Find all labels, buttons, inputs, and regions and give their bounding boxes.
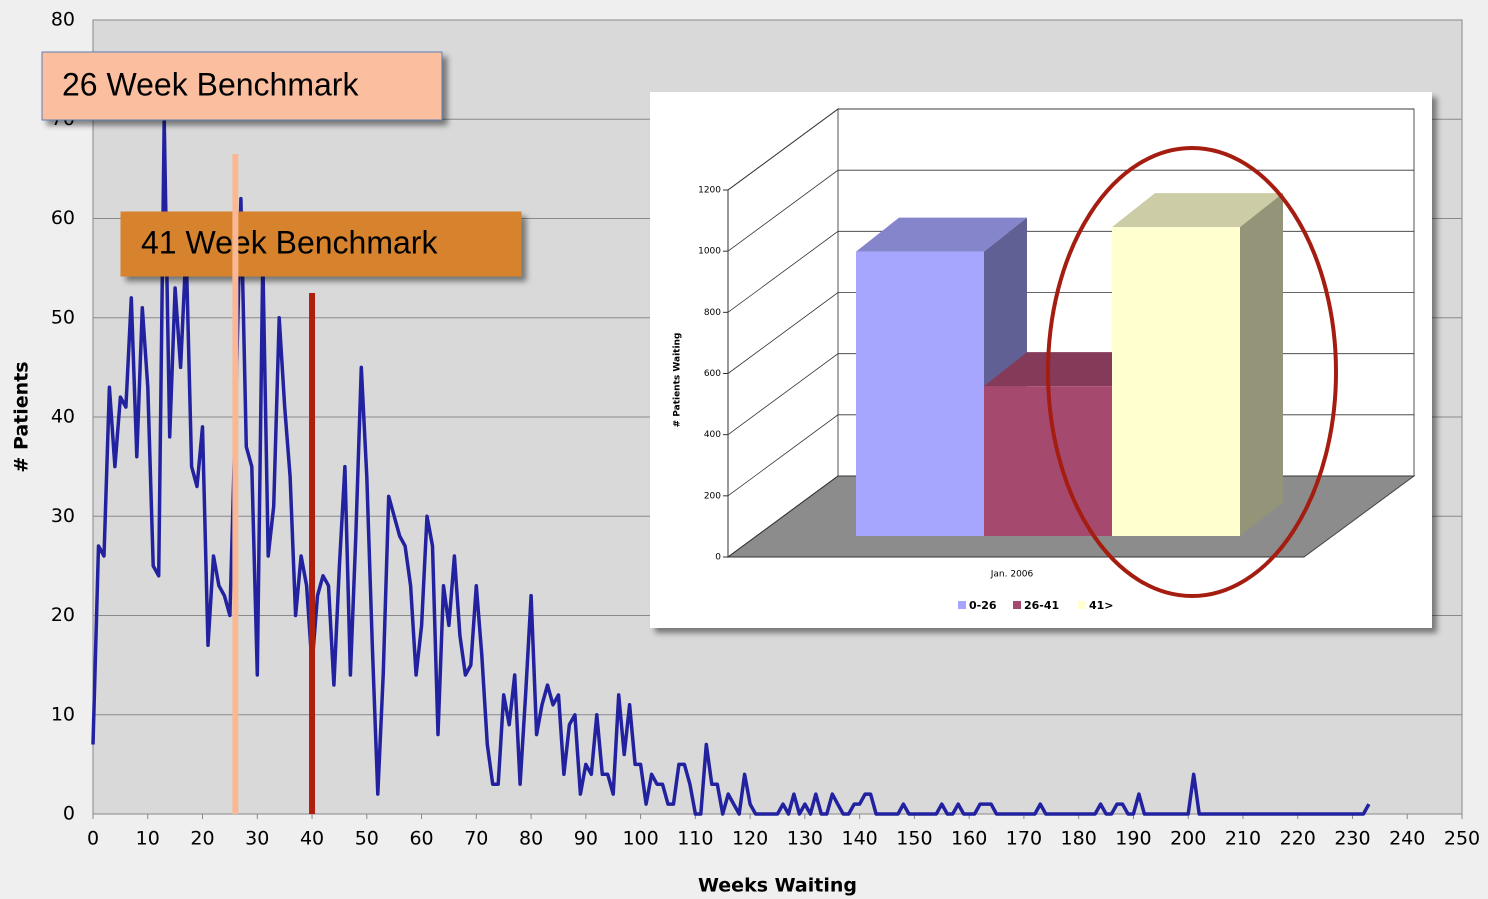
y-tick-label: 1200 <box>698 186 721 196</box>
x-tick-label: 140 <box>842 828 878 850</box>
x-tick-label: 190 <box>1115 828 1151 850</box>
y-tick-label: 800 <box>704 308 721 318</box>
x-tick-label: 230 <box>1334 828 1370 850</box>
x-axis-label: Weeks Waiting <box>698 875 857 897</box>
x-tick-label: 120 <box>732 828 768 850</box>
x-tick-label: 130 <box>787 828 823 850</box>
x-tick-label: Jan. 2006 <box>990 570 1034 580</box>
x-tick-label: 210 <box>1225 828 1261 850</box>
x-tick-label: 20 <box>190 828 214 850</box>
x-tick-label: 40 <box>300 828 324 850</box>
y-tick-label: 40 <box>51 406 75 428</box>
annotation-label: 26 Week Benchmark <box>62 66 359 102</box>
y-tick-label: 30 <box>51 505 75 527</box>
y-tick-label: 200 <box>704 491 721 501</box>
grid-line <box>727 108 1414 191</box>
y-tick-label: 10 <box>51 703 75 725</box>
legend-swatch <box>1078 601 1086 609</box>
annotation-box <box>120 211 522 277</box>
legend-label: 41> <box>1089 599 1114 612</box>
y-axis-label: # Patients Waiting <box>673 333 683 428</box>
y-tick-label: 0 <box>63 803 75 825</box>
x-tick-label: 60 <box>409 828 433 850</box>
legend-swatch <box>958 601 966 609</box>
highlight-ellipse <box>1046 146 1338 598</box>
x-tick-label: 220 <box>1280 828 1316 850</box>
grid-line <box>727 169 1414 252</box>
x-tick-label: 150 <box>896 828 932 850</box>
x-tick-label: 240 <box>1389 828 1425 850</box>
annotation-label: 41 Week Benchmark <box>141 224 438 260</box>
x-tick-label: 70 <box>464 828 488 850</box>
x-tick-label: 0 <box>87 828 99 850</box>
y-tick-label: 20 <box>51 604 75 626</box>
x-tick-label: 170 <box>1006 828 1042 850</box>
y-axis-label: # Patients <box>11 361 33 472</box>
bar <box>856 251 984 536</box>
y-tick-label: 600 <box>704 369 721 379</box>
x-tick-label: 90 <box>574 828 598 850</box>
x-tick-label: 100 <box>622 828 658 850</box>
x-tick-label: 10 <box>136 828 160 850</box>
y-tick-label: 80 <box>51 9 75 31</box>
x-tick-label: 180 <box>1061 828 1097 850</box>
y-tick-label: 1000 <box>698 247 721 257</box>
x-tick-label: 200 <box>1170 828 1206 850</box>
bar-side <box>1240 193 1283 536</box>
x-tick-label: 80 <box>519 828 543 850</box>
annotation-box <box>41 51 443 121</box>
x-tick-label: 160 <box>951 828 987 850</box>
x-tick-label: 30 <box>245 828 269 850</box>
x-tick-label: 250 <box>1444 828 1480 850</box>
legend-swatch <box>1013 601 1021 609</box>
bar-top <box>856 217 1027 252</box>
x-tick-label: 110 <box>677 828 713 850</box>
bar <box>1112 227 1240 536</box>
y-tick-label: 60 <box>51 207 75 229</box>
data-line <box>91 117 1371 816</box>
y-tick-label: 50 <box>51 306 75 328</box>
bar-top <box>1112 193 1283 228</box>
y-tick-label: 0 <box>715 553 721 563</box>
legend-label: 0-26 <box>969 599 997 612</box>
y-tick-label: 400 <box>704 430 721 440</box>
inset-chart: 0 200 400 600 800 1000 1200 # Patients Waiting J… <box>650 92 1432 628</box>
bar <box>984 386 1112 536</box>
legend-label: 26-41 <box>1024 599 1059 612</box>
x-tick-label: 50 <box>355 828 379 850</box>
